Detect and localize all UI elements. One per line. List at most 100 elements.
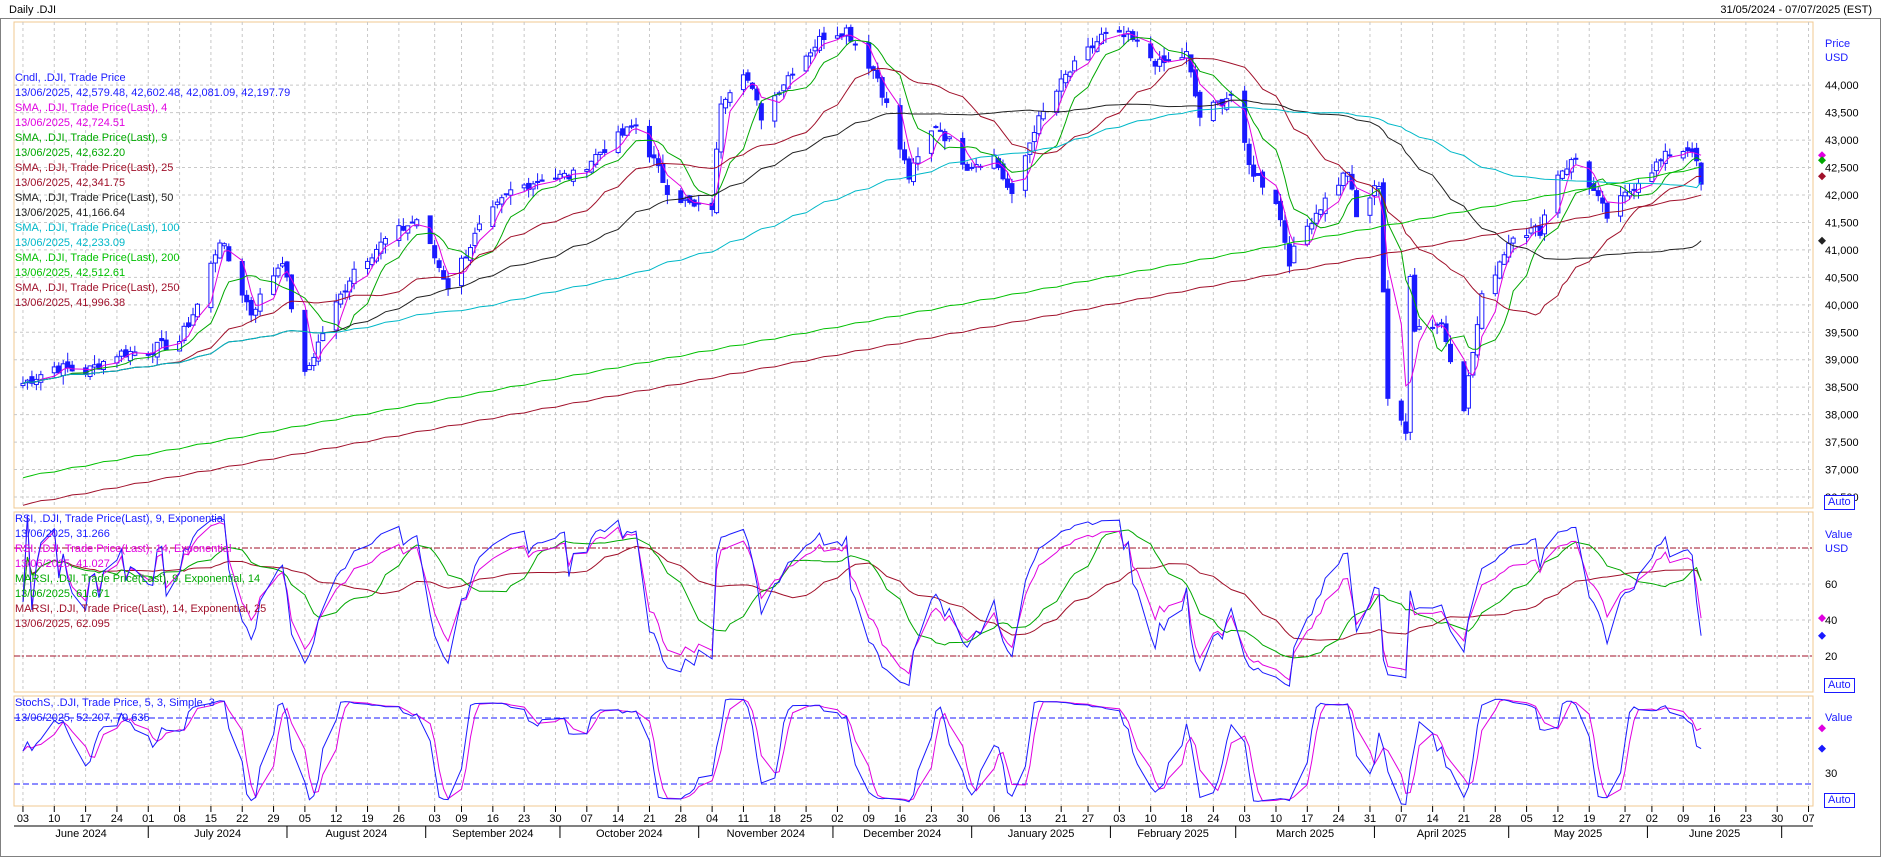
candle-body-5	[51, 366, 57, 374]
stoch-auto-button[interactable]: Auto	[1824, 793, 1855, 808]
x-day-label-38: 24	[1207, 813, 1219, 825]
candle-body-221	[1403, 421, 1409, 434]
x-day-label-10: 12	[330, 813, 342, 825]
candle-body-147	[937, 129, 943, 132]
sma100-line	[22, 106, 1702, 384]
candle-body-8	[65, 361, 71, 369]
price-tick-label-11: 38,500	[1825, 382, 1859, 394]
price-legend-value-6: 13/06/2025, 42,512.61	[15, 267, 126, 279]
candle-body-253	[1600, 197, 1606, 204]
x-day-label-14: 09	[455, 813, 467, 825]
candle-body-200	[1273, 189, 1279, 204]
sma9-marker	[1818, 156, 1826, 165]
candle-body-18	[127, 350, 133, 362]
x-day-label-29: 23	[925, 813, 937, 825]
candle-body-63	[409, 221, 415, 224]
rsi-axis-unit: USD	[1825, 543, 1849, 555]
panel-border-2	[13, 695, 1814, 807]
candle-body-219	[1385, 288, 1391, 399]
candle-body-181	[1152, 60, 1158, 67]
x-day-label-37: 18	[1180, 813, 1192, 825]
candle-body-95	[615, 131, 621, 153]
x-day-label-9: 05	[299, 813, 311, 825]
marsi9-line	[22, 529, 1702, 659]
candle-body-41	[275, 267, 281, 277]
rsi-auto-button[interactable]: Auto	[1824, 678, 1855, 693]
x-day-label-51: 27	[1619, 813, 1631, 825]
candle-body-159	[1009, 183, 1015, 194]
x-day-label-50: 19	[1583, 813, 1595, 825]
candle-body-38	[253, 308, 259, 316]
candle-body-25	[177, 341, 183, 352]
candle-body-128	[817, 35, 823, 51]
candle-body-83	[535, 180, 541, 183]
x-day-label-47: 28	[1489, 813, 1501, 825]
candle-body-126	[808, 52, 814, 57]
candle-body-32	[217, 242, 223, 259]
candle-body-40	[271, 275, 277, 295]
price-legend-name-5: SMA, .DJI, Trade Price(Last), 100	[15, 222, 180, 234]
price-legend-value-5: 13/06/2025, 42,233.09	[15, 237, 126, 249]
price-legend-value-1: 13/06/2025, 42,724.51	[15, 117, 126, 129]
candle-body-112	[718, 103, 724, 153]
stoch-axis-title: Value	[1825, 712, 1853, 724]
price-legend-value-7: 13/06/2025, 41,996.38	[15, 297, 126, 309]
x-day-label-26: 02	[831, 813, 843, 825]
candle-body-31	[212, 254, 218, 264]
candle-body-52	[342, 290, 348, 293]
x-day-label-27: 09	[863, 813, 875, 825]
candle-body-28	[190, 314, 196, 326]
candle-body-217	[1376, 186, 1382, 190]
candle-body-169	[1072, 60, 1078, 72]
candle-body-64	[414, 219, 420, 227]
candle-body-209	[1322, 197, 1328, 215]
candle-body-263	[1662, 150, 1668, 164]
price-tick-label-1: 43,500	[1825, 108, 1859, 120]
candle-body-90	[584, 169, 590, 172]
candle-body-89	[570, 169, 576, 182]
candle-body-55	[365, 260, 371, 270]
candle-body-230	[1461, 361, 1467, 412]
x-day-label-15: 16	[487, 813, 499, 825]
candle-body-205	[1304, 225, 1310, 245]
candle-body-208	[1318, 209, 1324, 215]
x-day-label-57: 07	[1802, 813, 1814, 825]
x-day-label-33: 21	[1055, 813, 1067, 825]
rsi-legend-value-0: 13/06/2025, 31.266	[15, 528, 110, 540]
candle-body-264	[1667, 154, 1673, 157]
candle-body-47	[311, 356, 317, 367]
candle-body-118	[754, 88, 760, 101]
x-month-label-0: June 2024	[55, 828, 106, 840]
candle-body-204	[1291, 245, 1297, 264]
candle-body-220	[1398, 400, 1404, 421]
candle-body-105	[678, 190, 684, 204]
panel-border-0	[13, 21, 1814, 509]
rsi-legend-name-3: MARSI, .DJI, Trade Price(Last), 14, Expo…	[15, 603, 267, 615]
rsi-tick-label-0: 60	[1825, 579, 1837, 591]
candle-body-124	[790, 73, 796, 76]
rsi9-marker	[1818, 631, 1826, 640]
candle-body-36	[244, 294, 250, 303]
price-auto-button[interactable]: Auto	[1824, 495, 1855, 510]
candle-body-79	[508, 189, 514, 196]
x-day-label-20: 21	[643, 813, 655, 825]
x-day-label-41: 17	[1301, 813, 1313, 825]
price-tick-label-14: 37,000	[1825, 465, 1859, 477]
x-day-label-8: 29	[267, 813, 279, 825]
candle-body-98	[629, 125, 635, 128]
candle-body-61	[400, 225, 406, 231]
candle-body-137	[875, 69, 881, 79]
candle-body-161	[1027, 142, 1033, 155]
candle-body-111	[714, 148, 720, 214]
candle-body-76	[494, 201, 500, 206]
rsi-legend-name-1: RSI, .DJI, Trade Price(Last), 14, Expone…	[15, 543, 232, 555]
candle-body-141	[902, 149, 908, 161]
x-day-label-21: 28	[675, 813, 687, 825]
candle-body-266	[1685, 147, 1691, 152]
candle-body-85	[552, 177, 558, 180]
candle-body-170	[1085, 46, 1091, 61]
candle-body-140	[897, 105, 903, 150]
x-day-label-32: 13	[1019, 813, 1031, 825]
candle-body-210	[1336, 184, 1342, 196]
